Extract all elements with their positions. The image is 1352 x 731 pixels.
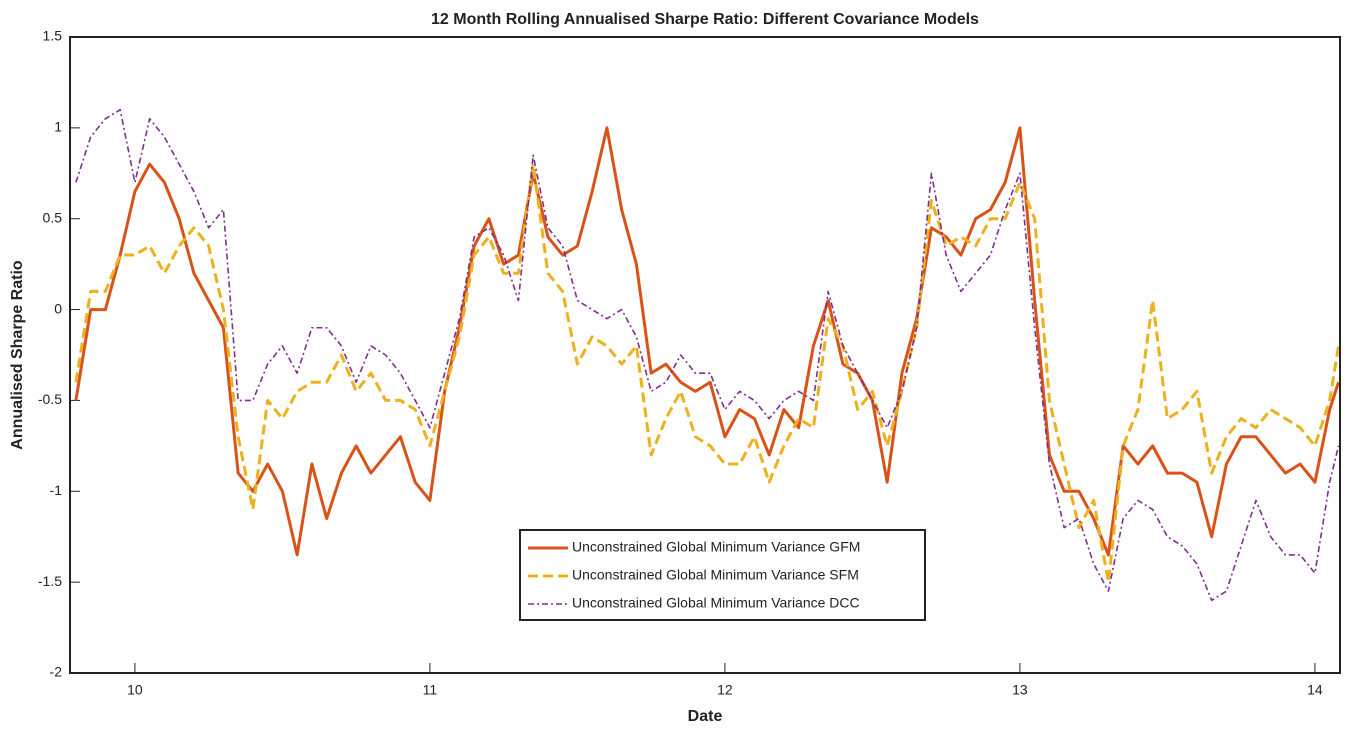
series-line xyxy=(74,126,1340,557)
x-tick-label: 13 xyxy=(1012,682,1028,698)
x-axis-label: Date xyxy=(688,708,723,725)
y-tick-label: -2 xyxy=(50,664,63,680)
legend-label: Unconstrained Global Minimum Variance DC… xyxy=(572,595,860,611)
y-tick-label: 1 xyxy=(54,119,62,135)
legend: Unconstrained Global Minimum Variance GF… xyxy=(519,529,926,621)
y-tick-label: -0.5 xyxy=(38,391,62,407)
legend-label: Unconstrained Global Minimum Variance GF… xyxy=(572,539,860,555)
legend-label: Unconstrained Global Minimum Variance SF… xyxy=(572,567,859,583)
y-tick-label: 1.5 xyxy=(43,28,63,44)
x-tick-label: 14 xyxy=(1307,682,1323,698)
chart-title: 12 Month Rolling Annualised Sharpe Ratio… xyxy=(431,11,979,28)
y-tick-label: 0.5 xyxy=(43,209,63,225)
y-axis-label: Annualised Sharpe Ratio xyxy=(9,260,26,450)
plot-frame xyxy=(69,36,1341,674)
legend-box xyxy=(519,529,926,621)
y-tick-label: -1 xyxy=(50,482,63,498)
x-tick-label: 11 xyxy=(423,682,438,698)
x-tick-label: 10 xyxy=(127,682,143,698)
x-tick-label: 12 xyxy=(717,682,733,698)
y-tick-label: -1.5 xyxy=(38,573,62,589)
y-tick-label: 0 xyxy=(54,300,62,316)
series-line xyxy=(74,162,1341,584)
